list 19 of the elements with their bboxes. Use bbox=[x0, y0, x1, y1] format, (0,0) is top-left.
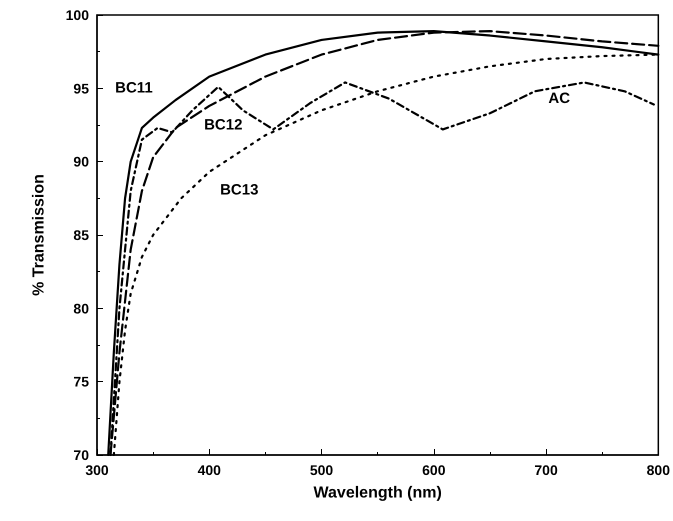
series-label: BC12 bbox=[204, 116, 242, 134]
x-tick-label: 500 bbox=[310, 462, 334, 478]
y-tick-label: 75 bbox=[73, 374, 90, 390]
x-tick-label: 700 bbox=[534, 462, 558, 478]
series-label: AC bbox=[548, 90, 570, 107]
y-tick-label: 70 bbox=[73, 447, 90, 463]
y-tick-label: 100 bbox=[66, 7, 90, 23]
y-axis-title: % Transmission bbox=[30, 174, 48, 296]
x-tick-label: 400 bbox=[198, 462, 222, 478]
x-tick-label: 300 bbox=[85, 462, 109, 478]
y-tick-label: 95 bbox=[73, 80, 90, 96]
series-label: BC13 bbox=[220, 181, 258, 198]
y-tick-label: 90 bbox=[73, 154, 90, 170]
x-tick-label: 600 bbox=[422, 462, 446, 478]
x-axis-title: Wavelength (nm) bbox=[314, 484, 442, 502]
x-tick-label: 800 bbox=[646, 462, 670, 478]
y-tick-label: 85 bbox=[73, 227, 90, 243]
y-tick-label: 80 bbox=[73, 300, 90, 316]
series-label: BC11 bbox=[115, 79, 153, 96]
